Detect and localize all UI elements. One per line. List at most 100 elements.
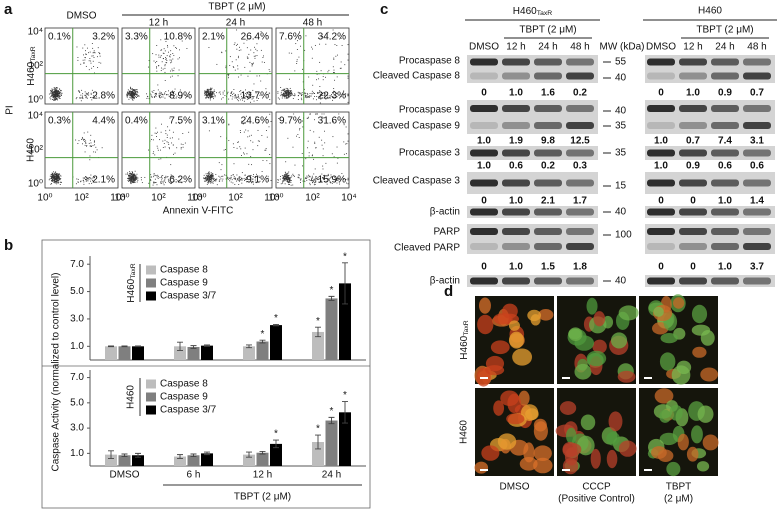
cell	[580, 414, 596, 431]
blot-membrane	[467, 146, 598, 160]
cell-dot	[216, 63, 218, 65]
y-tick-label: 10²	[29, 61, 44, 72]
cell-dot	[289, 95, 291, 97]
blot-band	[502, 208, 530, 216]
cell-dot	[152, 53, 154, 55]
cell-dot	[52, 94, 54, 95]
cell-dot	[84, 59, 86, 61]
cell-dot	[92, 145, 94, 147]
cell-dot	[227, 91, 229, 93]
cell-dot	[227, 92, 228, 94]
cell-dot	[257, 98, 259, 99]
cell-dot	[284, 180, 286, 182]
cell-dot	[317, 177, 319, 179]
cell-dot	[92, 181, 94, 182]
cell-dot	[85, 65, 87, 67]
cell-dot	[53, 91, 55, 93]
cell-dot	[207, 182, 209, 184]
x-tick-label: 10⁰	[114, 193, 129, 204]
cell-dot	[282, 95, 284, 97]
cell-dot	[251, 63, 253, 65]
cell-dot	[132, 94, 134, 96]
cell-dot	[134, 94, 136, 96]
cell-dot	[55, 177, 57, 179]
cell-dot	[256, 43, 258, 45]
cell-dot	[313, 131, 315, 133]
cell-dot	[153, 90, 155, 91]
cell-dot	[57, 179, 59, 181]
cell	[565, 427, 577, 444]
cell-dot	[127, 96, 129, 98]
cell	[586, 297, 598, 315]
cell-dot	[96, 56, 98, 58]
cell-dot	[285, 176, 287, 178]
blot-band	[647, 105, 675, 112]
cell-dot	[137, 177, 139, 179]
cell-dot	[338, 178, 340, 180]
cell-dot	[131, 91, 133, 93]
bar	[105, 346, 117, 360]
cell-dot	[210, 175, 212, 176]
cell-dot	[287, 89, 289, 91]
cell-dot	[322, 168, 324, 170]
cell-dot	[53, 96, 55, 98]
cell-dot	[207, 91, 209, 93]
legend-swatch	[146, 392, 156, 402]
cell-dot	[314, 142, 316, 144]
cell-dot	[343, 124, 345, 126]
cell-dot	[251, 182, 253, 184]
cell-dot	[89, 159, 91, 161]
cell-dot	[152, 139, 154, 141]
quantification: 1.0	[718, 196, 732, 207]
cell-dot	[347, 94, 349, 96]
cell-dot	[210, 176, 211, 178]
cell-dot	[311, 180, 313, 182]
cell-dot	[126, 93, 128, 95]
cell-dot	[57, 178, 59, 180]
cell-dot	[240, 74, 242, 76]
mw-label: 40	[615, 106, 627, 117]
cell-dot	[311, 57, 313, 59]
cell-dot	[165, 59, 167, 60]
cell-dot	[234, 177, 236, 179]
cell-dot	[88, 177, 90, 179]
cell-dot	[289, 90, 291, 92]
cell-dot	[230, 176, 232, 178]
cell-dot	[204, 90, 206, 92]
cell-dot	[241, 120, 243, 122]
cell-dot	[53, 94, 55, 96]
cell-dot	[286, 96, 288, 98]
cell-dot	[269, 113, 271, 115]
cell-dot	[250, 174, 252, 176]
cell-dot	[212, 174, 214, 176]
cell-dot	[335, 179, 337, 181]
cell-dot	[55, 174, 57, 176]
cell-dot	[250, 49, 252, 51]
blot-band	[743, 105, 771, 112]
cell-dot	[319, 90, 321, 92]
cell-dot	[80, 94, 82, 96]
cell-dot	[86, 177, 88, 179]
cell-dot	[155, 93, 156, 94]
cell-dot	[210, 92, 212, 94]
cell-dot	[51, 174, 52, 176]
cell-dot	[335, 55, 337, 57]
lane-label: 24 h	[715, 42, 734, 53]
cell-dot	[333, 69, 335, 71]
cell-dot	[250, 101, 252, 103]
cell-dot	[167, 126, 169, 128]
significance-marker: *	[274, 313, 278, 324]
cell-dot	[247, 136, 249, 138]
cell-dot	[287, 93, 289, 95]
cell-dot	[51, 177, 52, 179]
cell-dot	[321, 139, 323, 141]
cell-dot	[56, 179, 58, 181]
cell-dot	[173, 45, 175, 47]
blot-membrane	[467, 275, 598, 287]
cell-dot	[135, 178, 137, 179]
cell-dot	[180, 179, 181, 181]
cell-dot	[289, 91, 291, 93]
quadrant-percent: 0.3%	[48, 116, 71, 127]
cell-dot	[211, 173, 213, 175]
cell-dot	[286, 173, 288, 175]
